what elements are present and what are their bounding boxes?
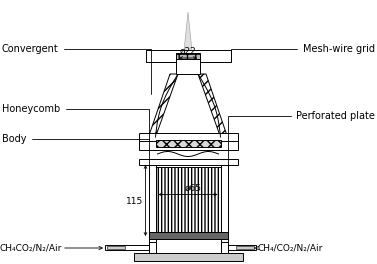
Bar bbox=[227, 245, 256, 250]
Text: 115: 115 bbox=[126, 196, 144, 205]
Bar bbox=[155, 140, 221, 147]
Bar bbox=[176, 53, 200, 59]
Bar bbox=[176, 59, 200, 74]
Text: ø22: ø22 bbox=[179, 47, 196, 56]
Bar bbox=[138, 137, 238, 150]
Text: Convergent: Convergent bbox=[2, 44, 150, 94]
Text: CH₄/CO₂/N₂/Air: CH₄/CO₂/N₂/Air bbox=[257, 243, 323, 252]
Bar bbox=[138, 133, 238, 141]
Text: Perforated plate: Perforated plate bbox=[227, 111, 375, 179]
Bar bbox=[236, 246, 253, 249]
Bar bbox=[133, 253, 242, 261]
Bar bbox=[105, 245, 149, 250]
Bar bbox=[107, 246, 125, 249]
Bar bbox=[221, 165, 227, 242]
Text: Mesh-wire grid: Mesh-wire grid bbox=[230, 44, 375, 55]
Text: ø65: ø65 bbox=[184, 183, 201, 192]
Bar bbox=[149, 232, 227, 239]
Bar bbox=[221, 242, 227, 253]
Bar bbox=[155, 167, 221, 232]
Polygon shape bbox=[198, 74, 227, 137]
Bar bbox=[138, 159, 238, 165]
Text: CH₄CO₂/N₂/Air: CH₄CO₂/N₂/Air bbox=[0, 243, 62, 252]
Text: Body: Body bbox=[2, 134, 149, 179]
Text: Honeycomb: Honeycomb bbox=[2, 104, 149, 141]
Polygon shape bbox=[184, 12, 192, 51]
Bar bbox=[149, 242, 155, 253]
Polygon shape bbox=[149, 74, 178, 137]
Bar bbox=[146, 50, 230, 62]
Bar bbox=[149, 165, 155, 242]
